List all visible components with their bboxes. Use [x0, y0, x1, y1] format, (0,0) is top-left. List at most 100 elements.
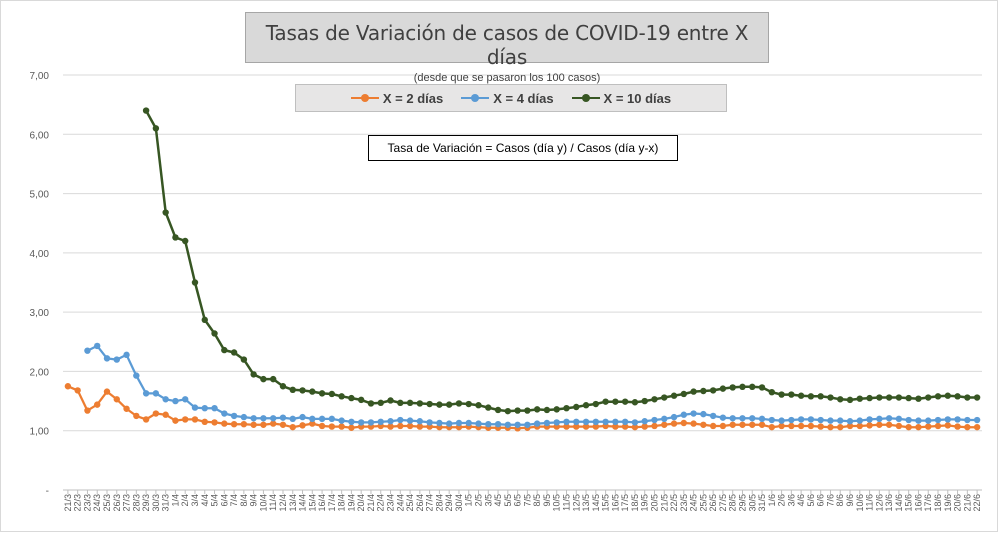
data-point — [612, 418, 619, 426]
data-point — [279, 421, 287, 428]
x-tick-label: 6/6 — [816, 494, 826, 507]
data-point — [357, 419, 365, 426]
x-tick-label: 12/6 — [874, 494, 884, 512]
data-point — [895, 394, 903, 401]
data-point — [250, 371, 257, 378]
data-point — [553, 419, 560, 426]
data-point — [289, 386, 296, 394]
data-point — [543, 406, 551, 414]
data-point — [837, 396, 844, 403]
x-tick-label: 5/6 — [806, 494, 816, 507]
x-tick-label: 17/4 — [327, 494, 337, 512]
data-point — [269, 415, 277, 422]
data-point — [387, 418, 394, 425]
data-point — [573, 423, 580, 430]
data-point — [475, 402, 482, 409]
data-point — [250, 415, 257, 422]
data-point — [729, 421, 736, 428]
data-point — [465, 419, 472, 427]
data-point — [318, 415, 326, 423]
data-point — [631, 399, 639, 406]
x-tick-label: 10/4 — [258, 494, 268, 512]
data-point — [162, 411, 169, 418]
x-tick-label: 8/5 — [532, 494, 542, 507]
data-point — [328, 390, 336, 398]
x-tick-label: 15/6 — [904, 494, 914, 512]
legend-item-x4: X = 4 días — [461, 90, 554, 106]
data-point — [807, 422, 815, 430]
x-tick-label: 3/6 — [786, 494, 796, 507]
x-tick-label: 16/4 — [317, 494, 327, 512]
data-point — [788, 416, 795, 424]
data-point — [367, 419, 375, 426]
data-point — [690, 388, 697, 395]
data-point — [621, 418, 629, 426]
x-axis: 21/3 22/3 23/3 24/3 25/3 26/3 27/3 28/3 29/3 30/3… — [63, 490, 982, 512]
data-point — [670, 392, 678, 399]
data-point — [318, 390, 326, 397]
data-point — [172, 397, 179, 405]
data-point — [612, 423, 619, 430]
data-point — [328, 415, 336, 423]
data-point — [934, 416, 942, 424]
legend-label-x4: X = 4 días — [493, 90, 554, 106]
data-point — [123, 405, 130, 412]
data-point — [191, 279, 199, 286]
x-tick-label: 4/4 — [200, 494, 210, 507]
data-point — [172, 234, 179, 241]
data-point — [533, 406, 541, 413]
data-point — [74, 387, 81, 394]
series-2 — [84, 342, 981, 428]
x-tick-label: 7/6 — [825, 494, 835, 507]
x-tick-label: 13/5 — [581, 494, 591, 512]
data-point — [201, 316, 208, 324]
legend-item-x10: X = 10 días — [571, 91, 671, 106]
data-point — [827, 417, 834, 424]
data-point — [309, 415, 316, 423]
x-tick-label: 28/3 — [131, 494, 141, 512]
x-tick-label: 19/6 — [943, 494, 953, 512]
data-point — [299, 422, 306, 429]
data-point — [221, 420, 228, 427]
data-point — [299, 387, 306, 394]
data-point — [778, 391, 785, 398]
data-point — [582, 423, 590, 430]
x-tick-label: 9/4 — [249, 494, 259, 507]
x-tick-label: 10/5 — [552, 494, 562, 512]
data-point — [700, 421, 707, 428]
data-point — [377, 418, 384, 426]
x-tick-label: 27/3 — [122, 494, 132, 512]
data-point — [680, 411, 688, 418]
data-point — [719, 422, 727, 430]
data-point — [445, 401, 453, 408]
data-point — [211, 419, 218, 426]
data-point — [709, 422, 717, 430]
data-point — [201, 404, 208, 412]
data-point — [504, 421, 512, 428]
data-point — [152, 410, 160, 417]
legend: X = 2 días X = 4 días X = 10 días — [295, 84, 727, 112]
data-point — [954, 393, 961, 400]
data-point — [573, 403, 580, 411]
data-point — [338, 423, 345, 430]
legend-swatch-x2 — [350, 92, 379, 104]
data-point — [827, 423, 834, 431]
legend-item-x2: X = 2 días — [350, 91, 443, 106]
x-tick-label: 23/4 — [386, 494, 396, 512]
data-point — [661, 421, 668, 428]
y-tick-label: - — [46, 486, 49, 497]
formula-annotation: Tasa de Variación = Casos (día y) / Caso… — [368, 135, 678, 161]
data-point — [866, 394, 873, 402]
x-tick-label: 13/4 — [288, 494, 298, 512]
data-point — [142, 390, 150, 397]
data-point — [123, 351, 130, 359]
data-point — [269, 375, 277, 383]
data-point — [436, 401, 443, 408]
chart-subtitle: (desde que se pasaron los 100 casos) — [413, 72, 601, 84]
data-point — [94, 401, 101, 408]
data-point — [846, 418, 854, 425]
data-point — [514, 407, 521, 414]
data-point — [230, 349, 238, 356]
data-point — [494, 406, 502, 414]
data-point — [240, 356, 248, 363]
